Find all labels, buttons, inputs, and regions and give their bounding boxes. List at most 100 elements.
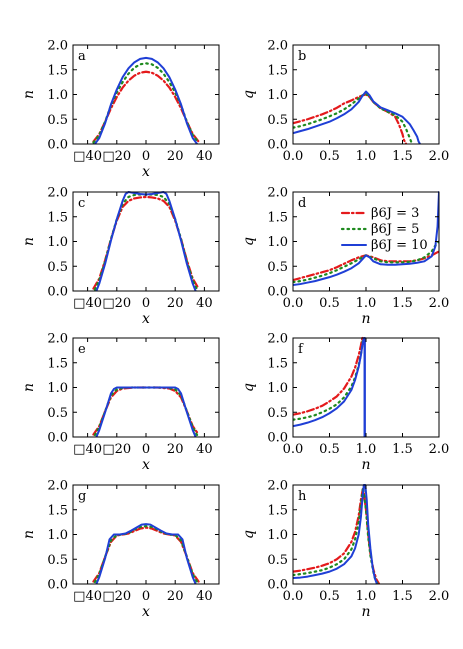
x-tick-label: 20 [167,589,184,604]
x-tick-label: 0.5 [319,589,340,604]
series-line-solid [293,337,366,437]
plot-frame [292,337,440,438]
y-axis-label: n [21,237,37,246]
y-tick-label: 0.0 [267,578,288,593]
x-tick-label: □20 [102,296,131,311]
y-tick-label: 1.0 [267,528,288,543]
y-tick-label: 2.0 [267,332,288,347]
series-line-dashdot [92,70,200,143]
x-tick-label: □40 [73,296,102,311]
x-tick-label: 2.0 [429,442,450,457]
series-line-solid [95,386,197,437]
x-axis-label: x [142,457,150,473]
x-tick-label: 1.0 [356,589,377,604]
panel-a: □40 □20 0 20 40 0.0 0.5 1.0 1.5 2.0 x n a [21,39,220,180]
y-tick-label: 0.5 [47,406,68,421]
y-tick-label: 2.0 [267,186,288,201]
y-tick-label: 1.5 [267,356,288,371]
y-tick-label: 0.5 [267,113,288,128]
y-tick-label: 1.0 [47,528,68,543]
y-tick-label: 0.5 [267,260,288,275]
x-tick-label: 0 [142,589,150,604]
y-tick-label: 0.0 [267,285,288,300]
x-tick-label: 0.0 [283,296,304,311]
panel-d: 0.0 0.5 1.0 1.5 2.0 0.0 0.5 1.0 1.5 2.0 n q d [241,186,449,328]
x-tick-label: 0.5 [319,442,340,457]
x-tick-label: 20 [167,442,184,457]
x-axis-label: n [361,604,370,620]
y-tick-label: 0.0 [267,138,288,153]
x-axis-label: x [142,164,150,180]
plot-frame [72,44,220,145]
series-line-dashdot [293,93,408,144]
legend-label-2: β6J = 10 [371,238,428,253]
y-tick-label: 0.0 [47,578,68,593]
x-tick-label: 1.5 [392,149,413,164]
x-tick-label: 0.0 [283,589,304,604]
x-tick-label: 40 [196,296,213,311]
y-tick-label: 1.0 [47,381,68,396]
y-tick-label: 0.5 [267,553,288,568]
y-tick-label: 1.0 [47,88,68,103]
x-tick-label: 1.0 [356,296,377,311]
series-line-dashdot [92,386,200,436]
x-tick-label: 20 [167,149,184,164]
panel-letter-c: c [78,196,85,211]
panel-letter-e: e [78,342,86,357]
panel-letter-d: d [298,196,306,211]
panel-letter-h: h [298,489,307,504]
x-tick-label: □20 [102,149,131,164]
x-tick-label: 40 [196,149,213,164]
y-tick-label: 0.5 [47,553,68,568]
y-tick-label: 0.5 [267,406,288,421]
panel-b: 0.0 0.5 1.0 1.5 2.0 0.0 0.5 1.0 1.5 2.0 q b [241,39,449,165]
panel-h: 0.0 0.5 1.0 1.5 2.0 0.0 0.5 1.0 1.5 2.0 n q h [241,479,449,621]
x-tick-label: □40 [73,589,102,604]
y-tick-label: 1.5 [267,503,288,518]
x-tick-label: 2.0 [429,296,450,311]
y-tick-label: 0.5 [47,260,68,275]
x-tick-label: 1.5 [392,296,413,311]
y-axis-label: n [21,383,37,392]
x-axis-label: x [142,311,150,327]
y-tick-label: 1.5 [47,503,68,518]
panel-c: □40 □20 0 20 40 0.0 0.5 1.0 1.5 2.0 x n c [21,186,220,327]
plot-frame [72,191,220,292]
y-tick-label: 2.0 [47,39,68,54]
x-tick-label: 40 [196,442,213,457]
y-axis-label: q [241,530,257,539]
x-tick-label: 0 [142,296,150,311]
y-tick-label: 0.5 [47,113,68,128]
series-line-dashdot [92,526,200,583]
y-axis-label: q [241,383,257,392]
panel-f: 0.0 0.5 1.0 1.5 2.0 0.0 0.5 1.0 1.5 2.0 n q f [241,332,449,474]
legend: β6J = 3 β6J = 5 β6J = 10 [340,206,428,253]
y-tick-label: 1.5 [267,63,288,78]
x-tick-label: 1.5 [392,442,413,457]
x-axis-label: n [361,311,370,327]
y-axis-label: q [241,237,257,246]
y-tick-label: 2.0 [47,186,68,201]
x-axis-label: n [361,457,370,473]
x-tick-label: 0 [142,442,150,457]
x-tick-label: 2.0 [429,149,450,164]
y-tick-label: 2.0 [267,39,288,54]
x-tick-label: 0.0 [283,149,304,164]
y-axis-label: n [21,530,37,539]
series-line-solid [95,523,197,584]
y-axis-label: n [21,90,37,99]
x-tick-label: □40 [73,442,102,457]
y-tick-label: 0.0 [47,431,68,446]
y-tick-label: 0.0 [47,285,68,300]
y-tick-label: 2.0 [267,479,288,494]
series-line-dotted [92,62,200,144]
y-tick-label: 2.0 [47,332,68,347]
plot-frame [72,484,220,585]
series-line-solid [293,90,422,144]
x-tick-label: □20 [102,442,131,457]
legend-label-1: β6J = 5 [371,222,419,237]
y-tick-label: 1.0 [267,88,288,103]
x-tick-label: 0.5 [319,149,340,164]
y-tick-label: 1.5 [47,63,68,78]
